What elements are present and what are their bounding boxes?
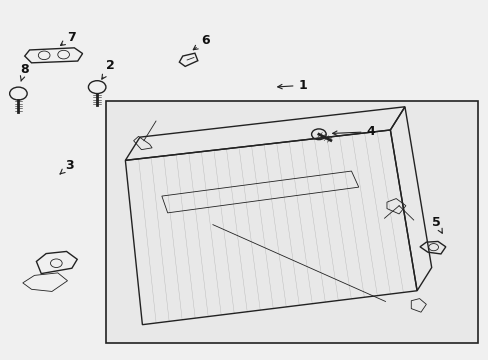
FancyBboxPatch shape <box>106 102 477 342</box>
Text: 1: 1 <box>277 79 306 92</box>
Text: 8: 8 <box>20 63 29 81</box>
Text: 3: 3 <box>60 159 74 174</box>
Text: 7: 7 <box>61 31 76 45</box>
Text: 2: 2 <box>102 59 115 79</box>
Text: 4: 4 <box>332 125 374 138</box>
Text: 6: 6 <box>193 34 209 50</box>
Text: 5: 5 <box>431 216 441 233</box>
